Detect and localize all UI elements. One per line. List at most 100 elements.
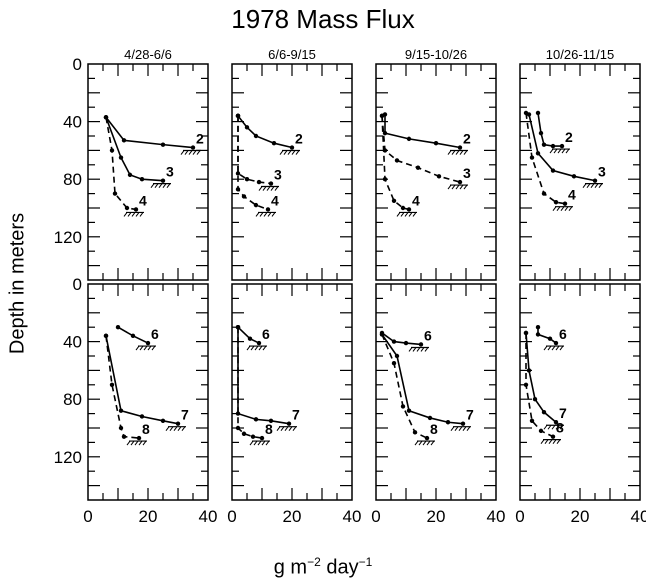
series-label-trap-8: 8 (142, 421, 150, 437)
series-line-trap-8 (105, 335, 140, 439)
bottom-hatch (287, 150, 292, 155)
y-tick-label: 80 (63, 170, 82, 189)
bottom-hatch (127, 212, 132, 217)
bottom-hatch (177, 426, 182, 431)
bottom-hatch (426, 440, 431, 446)
data-point (235, 325, 241, 330)
data-point (526, 368, 532, 373)
bottom-hatch (131, 212, 136, 217)
bottom-hatch (424, 347, 429, 352)
bottom-hatch (561, 148, 566, 154)
bottom-hatch (292, 426, 297, 431)
series-label-trap-6: 6 (262, 326, 270, 342)
bottom-hatch (254, 345, 259, 351)
series-label-trap-3: 3 (166, 164, 174, 180)
data-point (394, 353, 400, 359)
bottom-hatch (255, 212, 260, 217)
data-point (382, 177, 388, 182)
bottom-hatch (547, 345, 552, 351)
bottom-hatch (418, 440, 423, 446)
bottom-hatch (280, 426, 285, 431)
series-label-trap-2: 2 (565, 129, 573, 145)
bottom-hatch (274, 186, 279, 191)
data-point (139, 177, 145, 182)
data-point (127, 172, 133, 178)
series-label-trap-4: 4 (271, 192, 279, 208)
bottom-hatch (540, 439, 545, 444)
data-point (406, 408, 412, 413)
data-point (121, 434, 127, 439)
data-point (427, 415, 433, 421)
data-point (241, 194, 247, 199)
bottom-hatch (447, 150, 452, 155)
series-label-trap-4: 4 (568, 187, 576, 203)
panel-1-3: 6 78 (519, 283, 641, 501)
bottom-hatch (165, 426, 170, 431)
bottom-hatch (551, 424, 556, 430)
bottom-hatch (259, 212, 264, 217)
panel-1-1: 6 7 8 (231, 283, 353, 501)
data-point (415, 165, 421, 170)
bottom-hatch (594, 183, 599, 188)
series-label-trap-8: 8 (430, 421, 438, 437)
panel-1-2: 6 7 8 (375, 283, 497, 501)
bottom-hatch (559, 345, 564, 351)
data-point (289, 145, 295, 150)
series-line-trap-6 (537, 327, 557, 344)
bottom-hatch (564, 206, 569, 211)
series-line-trap-4 (381, 115, 410, 211)
data-point (550, 434, 556, 439)
x-tick-label: 40 (343, 507, 362, 526)
x-tick-label: 20 (571, 507, 590, 526)
series-label-trap-6: 6 (559, 326, 567, 342)
bottom-hatch (258, 345, 263, 351)
bottom-hatch (249, 440, 254, 446)
data-point (139, 414, 145, 419)
panel-frame (375, 63, 497, 281)
bottom-hatch (422, 440, 427, 446)
data-point (160, 178, 166, 183)
bottom-hatch (246, 345, 251, 351)
data-point (136, 435, 142, 441)
data-point (418, 342, 424, 347)
data-point (109, 148, 115, 153)
data-point (523, 110, 529, 116)
bottom-hatch (455, 184, 460, 190)
bottom-hatch (267, 212, 272, 217)
data-point (394, 158, 400, 163)
data-point (253, 202, 259, 208)
data-point (571, 174, 577, 179)
series-label-trap-2: 2 (463, 131, 471, 147)
data-point (406, 207, 412, 212)
bottom-hatch (250, 345, 255, 351)
data-point (124, 205, 130, 211)
series-label-trap-3: 3 (463, 165, 471, 181)
x-axis-label-exp1: −2 (307, 555, 321, 569)
data-point (268, 181, 274, 186)
y-tick-label: 0 (73, 55, 82, 74)
bottom-hatch (180, 150, 185, 155)
bottom-hatch (598, 183, 603, 188)
data-point (256, 179, 262, 185)
series-line-trap-3 (105, 117, 164, 182)
series-line-trap-8 (381, 334, 428, 439)
bottom-hatch (173, 426, 178, 431)
bottom-hatch (123, 212, 128, 217)
data-point (436, 174, 442, 179)
data-point (406, 136, 412, 142)
data-point (559, 143, 565, 149)
data-point (550, 168, 556, 173)
series-label-trap-8: 8 (265, 421, 273, 437)
data-point (112, 191, 118, 196)
data-point (118, 408, 124, 413)
bottom-hatch (196, 150, 201, 155)
bottom-hatch (158, 183, 163, 188)
data-point (535, 110, 541, 116)
data-point (391, 339, 397, 344)
panel-frame (519, 63, 641, 281)
data-point (175, 421, 181, 426)
bottom-hatch (552, 206, 557, 211)
data-point (247, 336, 253, 341)
y-tick-label: 80 (63, 390, 82, 409)
